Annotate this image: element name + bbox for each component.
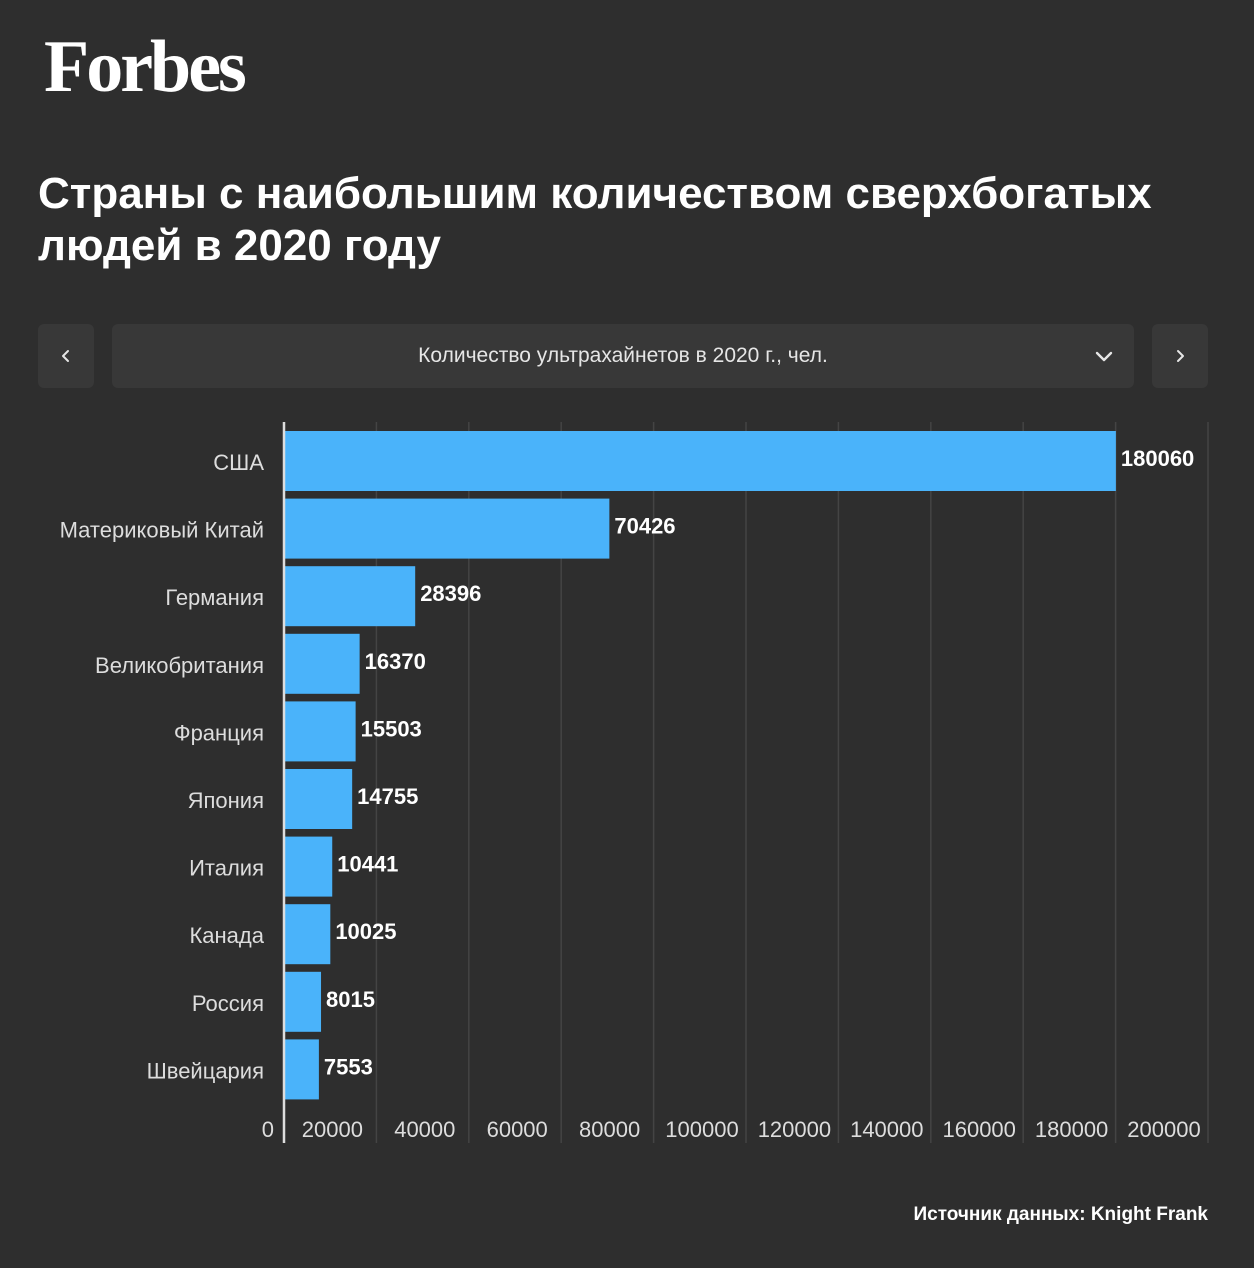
data-label: 10025	[335, 919, 396, 944]
metric-dropdown[interactable]: Количество ультрахайнетов в 2020 г., чел…	[112, 324, 1134, 388]
x-tick-label: 80000	[579, 1117, 640, 1142]
data-label: 70426	[614, 514, 675, 539]
bar	[284, 566, 416, 627]
bar	[284, 904, 331, 965]
x-tick-label: 60000	[487, 1117, 548, 1142]
chevron-right-icon	[1177, 350, 1184, 362]
category-label: Россия	[192, 991, 264, 1016]
x-tick-label: 140000	[850, 1117, 923, 1142]
data-label: 180060	[1121, 446, 1194, 471]
prev-button[interactable]	[38, 324, 94, 388]
data-label: 7553	[324, 1054, 373, 1079]
category-label: Материковый Китай	[60, 518, 264, 543]
metric-dropdown-label: Количество ультрахайнетов в 2020 г., чел…	[418, 344, 828, 367]
data-label: 10441	[337, 852, 398, 877]
bar	[284, 1039, 319, 1100]
data-label: 8015	[326, 987, 375, 1012]
bar	[284, 633, 360, 694]
data-label: 16370	[365, 649, 426, 674]
category-label: Япония	[188, 788, 264, 813]
category-label: США	[213, 450, 264, 475]
bar	[284, 498, 610, 559]
next-button[interactable]	[1152, 324, 1208, 388]
bar	[284, 769, 353, 829]
bar	[284, 971, 322, 1032]
forbes-logo: Forbes	[44, 26, 247, 108]
x-tick-label: 100000	[665, 1117, 738, 1142]
chevron-down-icon	[1095, 351, 1113, 362]
x-tick-label: 120000	[758, 1117, 831, 1142]
x-tick-label: 0	[262, 1117, 274, 1142]
bar	[284, 701, 356, 762]
category-label: Швейцария	[147, 1058, 264, 1083]
bar	[284, 836, 333, 897]
x-tick-label: 200000	[1127, 1117, 1200, 1142]
category-label: Франция	[174, 720, 264, 745]
bar-chart: США 180060 Материковый Китай 70426 Германия 2…	[60, 422, 1209, 1143]
chevron-left-icon	[62, 350, 69, 362]
category-label: Великобритания	[95, 653, 264, 678]
category-label: Канада	[189, 923, 264, 948]
data-label: 15503	[361, 716, 422, 741]
category-label: Германия	[165, 585, 264, 610]
x-tick-label: 40000	[394, 1117, 455, 1142]
x-tick-label: 20000	[302, 1117, 363, 1142]
data-label: 14755	[357, 784, 418, 809]
category-label: Италия	[189, 856, 264, 881]
data-label: 28396	[420, 581, 481, 606]
source-note: Источник данных: Knight Frank	[913, 1204, 1208, 1225]
x-tick-label: 160000	[942, 1117, 1015, 1142]
chart-title: Страны с наибольшим количеством сверхбог…	[38, 169, 1152, 270]
x-tick-label: 180000	[1035, 1117, 1108, 1142]
bar	[284, 431, 1116, 491]
